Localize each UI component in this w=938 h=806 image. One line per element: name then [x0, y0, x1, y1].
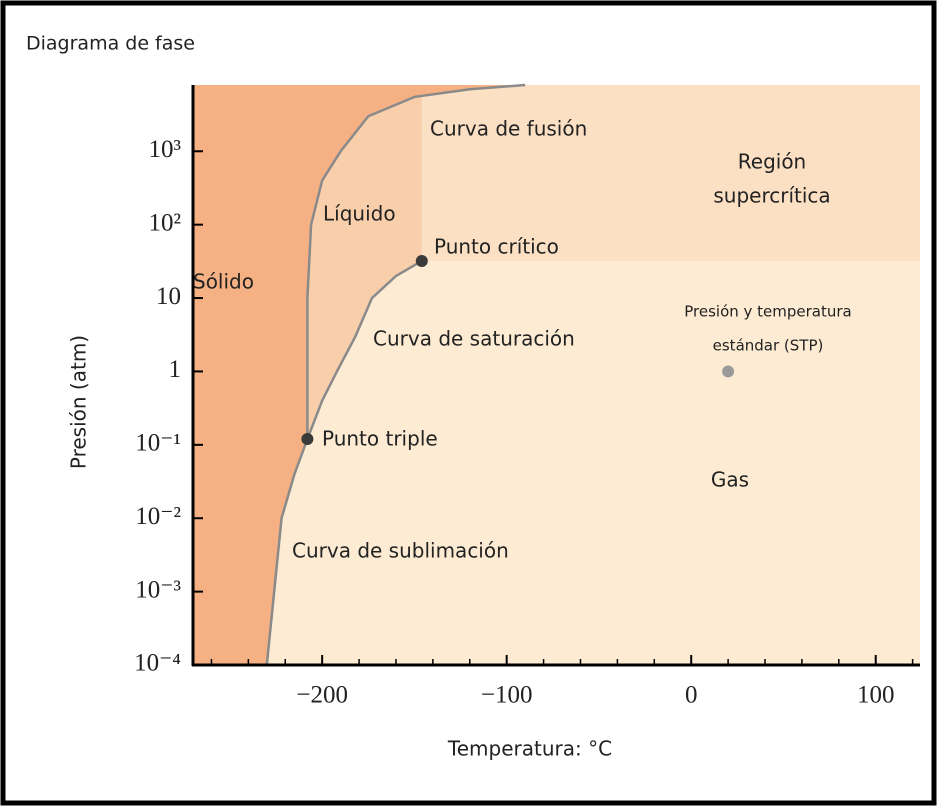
y-tick-label: 10⁻³: [135, 576, 181, 603]
x-tick-label: −200: [296, 682, 348, 709]
plot-area: −200 −100 0 100 10⁻⁴ 10⁻³ 10⁻² 10⁻¹ 1 10 10² 10³ Cur…: [134, 83, 920, 709]
x-tick-label: 100: [857, 682, 895, 709]
y-tick-label: 1: [169, 356, 182, 383]
annotation: Punto triple: [322, 427, 438, 451]
point: [722, 365, 735, 378]
y-tick-label: 10⁻⁴: [134, 650, 181, 677]
annotation: Región: [738, 150, 806, 174]
annotation: Líquido: [323, 202, 396, 226]
y-tick-label: 10: [156, 283, 181, 310]
point: [301, 433, 314, 446]
annotation: Punto crítico: [434, 235, 559, 259]
curve-label: Curva de saturación: [373, 327, 575, 351]
curve-label: Curva de sublimación: [292, 539, 509, 563]
curve: [306, 83, 526, 440]
region-solid: [193, 85, 526, 665]
region-supercritical: [421, 85, 920, 261]
annotation: supercrítica: [713, 184, 830, 208]
y-axis-label: Presión (atm): [67, 335, 91, 469]
chart-title: Diagrama de fase: [26, 33, 195, 55]
point: [415, 254, 428, 267]
curve-label: Curva de fusión: [430, 117, 587, 141]
x-axis-label: Temperatura: °C: [447, 737, 612, 761]
annotation: estándar (STP): [713, 337, 824, 355]
x-tick-label: −100: [481, 682, 533, 709]
annotation: Sólido: [193, 270, 254, 294]
y-tick-label: 10²: [149, 209, 182, 236]
x-tick-label: 0: [685, 682, 698, 709]
curve: [265, 438, 309, 666]
curve: [306, 259, 423, 440]
y-tick-label: 10⁻²: [135, 503, 181, 530]
y-tick-label: 10³: [149, 136, 182, 163]
y-tick-label: 10⁻¹: [135, 430, 181, 457]
annotation: Presión y temperatura: [684, 303, 852, 321]
annotation: Gas: [711, 468, 749, 492]
